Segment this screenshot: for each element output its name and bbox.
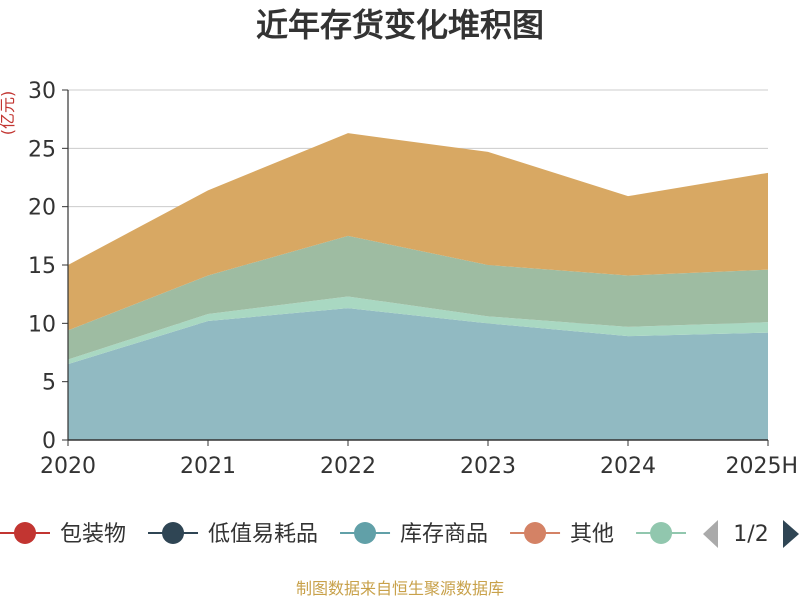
series-area	[68, 235, 768, 360]
legend-item[interactable]	[636, 522, 686, 544]
legend-marker	[524, 522, 547, 544]
chart-title: 近年存货变化堆积图	[256, 6, 544, 44]
x-tick-label: 2021	[180, 454, 236, 479]
legend-label: 低值易耗品	[208, 522, 318, 547]
legend-page-indicator: 1/2	[733, 522, 768, 547]
y-tick-label: 5	[42, 371, 56, 396]
x-tick-label: 2020	[40, 454, 96, 479]
y-tick-label: 30	[28, 79, 56, 104]
y-tick-label: 20	[28, 196, 56, 221]
legend-marker	[354, 522, 377, 544]
legend: 包装物 低值易耗品 库存商品 其他 1/2	[0, 520, 799, 548]
series-area	[68, 133, 768, 331]
legend-label: 其他	[570, 522, 614, 547]
y-axis-unit-label: (亿元)	[0, 91, 17, 136]
y-tick-label: 25	[28, 137, 56, 162]
axes: 0 5 10 15 20 25 30 2020 2021 2022 2023 2024 2025H	[28, 79, 798, 479]
data-source-note: 制图数据来自恒生聚源数据库	[296, 579, 504, 598]
legend-marker	[650, 522, 673, 544]
series-area	[68, 308, 768, 440]
y-tick-label: 0	[42, 429, 56, 454]
y-tick-label: 15	[28, 254, 56, 279]
legend-item[interactable]: 库存商品	[340, 522, 488, 547]
legend-item[interactable]: 其他	[510, 522, 614, 547]
legend-label: 库存商品	[400, 522, 488, 547]
x-tick-label: 2024	[600, 454, 656, 479]
legend-item[interactable]: 低值易耗品	[148, 522, 318, 547]
x-tick-label: 2022	[320, 454, 376, 479]
legend-next-page-icon[interactable]	[783, 520, 799, 548]
legend-items: 包装物 低值易耗品 库存商品 其他	[0, 522, 686, 547]
y-tick-label: 10	[28, 312, 56, 337]
x-tick-label: 2025H	[725, 454, 798, 479]
series-areas	[68, 133, 768, 440]
legend-label: 包装物	[60, 522, 126, 547]
legend-item[interactable]: 包装物	[0, 522, 126, 547]
x-tick-label: 2023	[460, 454, 516, 479]
series-area	[68, 296, 768, 365]
legend-prev-page-icon[interactable]	[703, 520, 718, 548]
legend-marker	[162, 522, 185, 544]
legend-marker	[14, 522, 36, 544]
